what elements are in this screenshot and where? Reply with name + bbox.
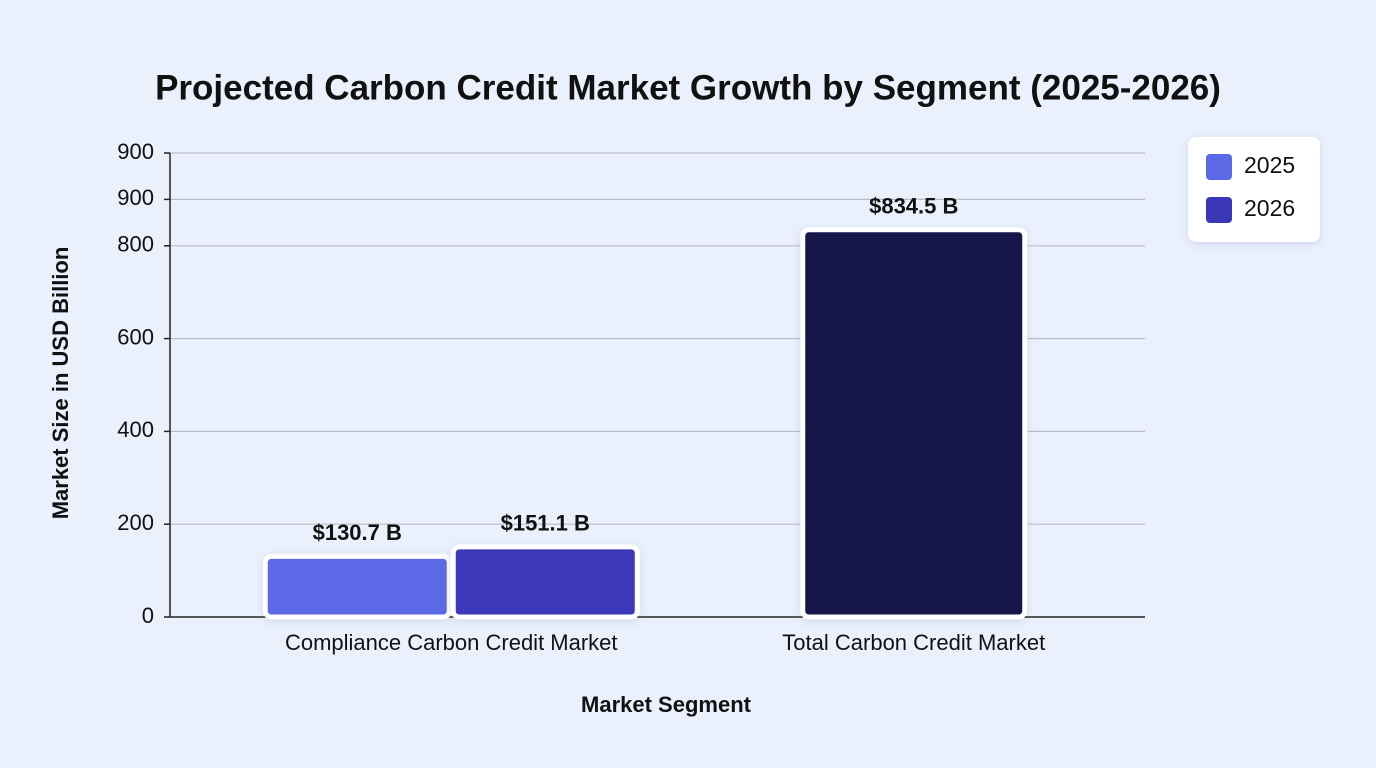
y-tick-label: 0 <box>142 603 154 628</box>
y-tick-label: 900 <box>117 185 154 210</box>
legend-swatch <box>1206 154 1232 180</box>
x-axis-label: Market Segment <box>581 692 752 717</box>
y-tick-label: 600 <box>117 324 154 349</box>
y-tick-label: 400 <box>117 417 154 442</box>
plot: $130.7 B $151.1 B $834.5 B <box>262 194 1028 620</box>
legend-label: 2025 <box>1244 152 1295 178</box>
data-label: $151.1 B <box>501 511 590 536</box>
data-label: $130.7 B <box>313 520 402 545</box>
bar <box>262 553 452 620</box>
y-tick-label: 200 <box>117 510 154 535</box>
data-label: $834.5 B <box>869 194 958 219</box>
legend: 2025 2026 <box>1188 137 1320 242</box>
bar <box>450 544 640 620</box>
y-axis-label: Market Size in USD Billion <box>48 247 73 520</box>
y-tick-label: 800 <box>117 232 154 257</box>
legend-swatch <box>1206 197 1232 223</box>
x-tick-label: Total Carbon Credit Market <box>782 630 1045 655</box>
chart-title: Projected Carbon Credit Market Growth by… <box>155 68 1221 107</box>
x-tick-label: Compliance Carbon Credit Market <box>285 630 618 655</box>
y-tick-label: 900 <box>117 139 154 164</box>
legend-label: 2026 <box>1244 195 1295 221</box>
bar <box>800 227 1028 620</box>
